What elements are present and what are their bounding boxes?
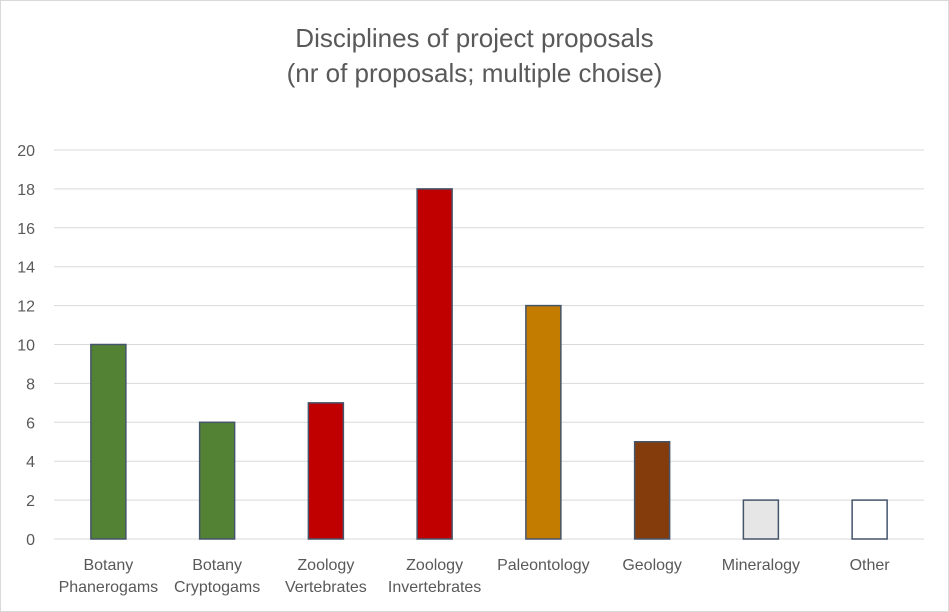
x-tick-label: Zoology xyxy=(406,557,463,574)
y-tick-label: 20 xyxy=(17,143,35,160)
x-tick-label: Other xyxy=(850,557,891,574)
y-tick-label: 0 xyxy=(26,532,35,549)
bar xyxy=(742,499,780,540)
x-tick-label: Mineralogy xyxy=(722,557,800,574)
y-tick-label: 10 xyxy=(17,338,35,355)
bar xyxy=(633,441,671,540)
y-tick-label: 14 xyxy=(17,260,35,277)
x-tick-label: Vertebrates xyxy=(285,579,367,596)
y-tick-label: 18 xyxy=(17,182,35,199)
y-tick-label: 8 xyxy=(26,376,35,393)
y-tick-label: 2 xyxy=(26,493,35,510)
x-tick-label: Paleontology xyxy=(497,557,590,574)
x-tick-label: Zoology xyxy=(297,557,354,574)
y-tick-label: 12 xyxy=(17,299,35,316)
bar xyxy=(198,421,236,540)
bar xyxy=(307,402,345,540)
bar xyxy=(851,499,888,540)
chart-title: Disciplines of project proposals xyxy=(295,23,654,53)
y-tick-label: 16 xyxy=(17,221,35,238)
bar xyxy=(90,343,127,540)
x-tick-label: Botany xyxy=(83,557,133,574)
bar xyxy=(416,188,453,540)
y-tick-label: 4 xyxy=(26,454,35,471)
x-tick-label: Invertebrates xyxy=(388,579,481,596)
bar xyxy=(525,304,562,540)
x-tick-label: Cryptogams xyxy=(174,579,260,596)
x-tick-label: Phanerogams xyxy=(59,579,159,596)
y-tick-label: 6 xyxy=(26,415,35,432)
x-tick-label: Botany xyxy=(192,557,242,574)
x-tick-label: Geology xyxy=(622,557,682,574)
chart-title-block: Disciplines of project proposals (nr of … xyxy=(1,21,948,91)
chart-subtitle: (nr of proposals; multiple choise) xyxy=(286,58,663,88)
